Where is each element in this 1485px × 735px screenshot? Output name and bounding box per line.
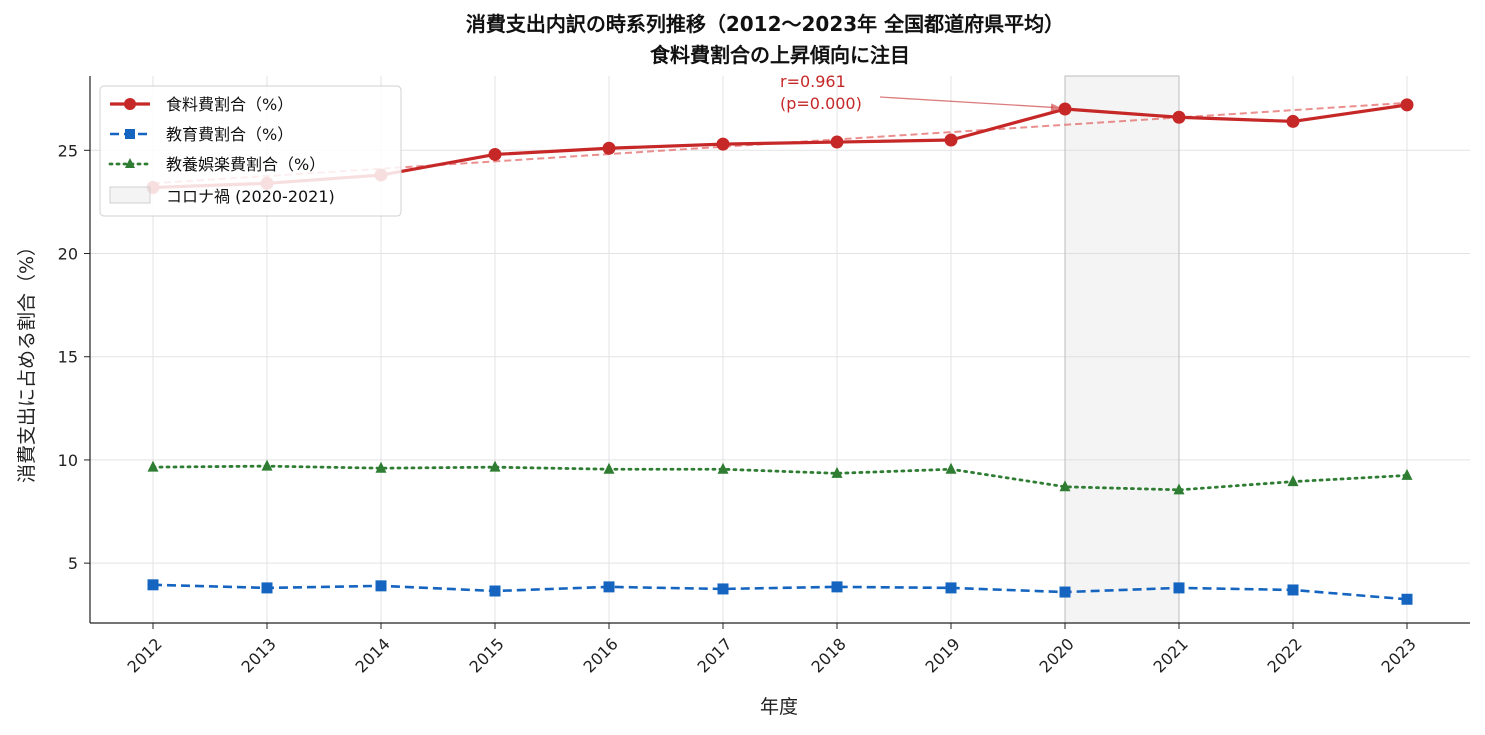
data-point-0-2015	[488, 147, 502, 161]
series-line-2	[151, 464, 1409, 492]
annotation-line2: (p=0.000)	[780, 94, 862, 113]
x-tick-label-2013: 2013	[238, 634, 280, 676]
data-point-0-2022	[1286, 114, 1300, 128]
chart-title: 消費支出内訳の時系列推移（2012〜2023年 全国都道府県平均）	[466, 12, 1064, 36]
legend: 食料費割合（%） 教育費割合（%） 教養娯楽費割合（%） コロナ禍 (2020-202…	[99, 85, 402, 217]
data-point-1-2012	[147, 579, 159, 591]
data-point-1-2021	[1173, 582, 1185, 594]
y-tick-label-10: 10	[58, 451, 78, 470]
data-point-0-2023	[1400, 98, 1414, 112]
series-1	[147, 579, 1413, 605]
data-point-0-2018	[830, 135, 844, 149]
legend-label-1: 教育費割合（%）	[166, 125, 293, 144]
y-tick-label-5: 5	[68, 554, 78, 573]
data-point-2-2022	[1287, 475, 1299, 487]
legend-label-0: 食料費割合（%）	[166, 95, 293, 114]
data-point-1-2019	[945, 582, 957, 594]
annotation: r=0.961 (p=0.000)	[780, 72, 1061, 113]
data-point-2-2019	[945, 462, 957, 474]
annotation-line1: r=0.961	[780, 72, 846, 91]
x-axis-label: 年度	[760, 696, 798, 718]
data-point-1-2014	[375, 580, 387, 592]
legend-marker-0	[124, 98, 136, 110]
x-tick-label-2016: 2016	[580, 634, 622, 676]
legend-box	[99, 85, 402, 217]
y-tick-label-20: 20	[58, 245, 78, 264]
ticks: 5 10 15 20 25 2012 2013 2014 2015 2016 2017 2018 201…	[58, 141, 1420, 676]
series-line-1	[152, 583, 1408, 601]
data-point-0-2019	[944, 133, 958, 147]
data-point-2-2023	[1401, 468, 1413, 480]
data-point-1-2015	[489, 585, 501, 597]
data-point-2-2021	[1173, 483, 1185, 495]
data-point-0-2016	[602, 141, 616, 155]
x-tick-label-2021: 2021	[1150, 634, 1192, 676]
x-tick-label-2017: 2017	[694, 634, 736, 676]
x-tick-label-2022: 2022	[1264, 634, 1306, 676]
annotation-arrow	[879, 96, 1054, 109]
x-tick-label-2019: 2019	[922, 634, 964, 676]
covid-shaded-region	[1064, 75, 1180, 624]
x-tick-label-2023: 2023	[1378, 634, 1420, 676]
x-tick-label-2014: 2014	[352, 634, 394, 676]
data-point-1-2016	[603, 581, 615, 593]
legend-label-shade: コロナ禍 (2020-2021)	[166, 187, 335, 206]
data-point-2-2012	[147, 460, 159, 472]
y-tick-label-25: 25	[58, 141, 78, 160]
legend-marker-1	[125, 129, 135, 139]
annotation-arrowhead	[1050, 103, 1061, 112]
series-2	[147, 459, 1413, 495]
data-point-2-2018	[831, 466, 843, 478]
data-point-2-2016	[603, 462, 615, 474]
data-point-1-2017	[717, 583, 729, 595]
data-point-0-2021	[1172, 110, 1186, 124]
data-point-1-2020	[1059, 586, 1071, 598]
data-point-1-2018	[831, 581, 843, 593]
data-point-1-2023	[1401, 593, 1413, 605]
x-tick-label-2018: 2018	[808, 634, 850, 676]
data-point-2-2013	[261, 459, 273, 471]
legend-label-2: 教養娯楽費割合（%）	[166, 155, 325, 174]
data-point-2-2015	[489, 460, 501, 472]
data-point-1-2022	[1287, 584, 1299, 596]
data-point-0-2017	[716, 137, 730, 151]
chart-subtitle: 食料費割合の上昇傾向に注目	[650, 43, 910, 67]
x-tick-label-2012: 2012	[124, 634, 166, 676]
legend-marker-2	[125, 158, 135, 168]
y-tick-label-15: 15	[58, 348, 78, 367]
data-point-1-2013	[261, 582, 273, 594]
legend-swatch-shade	[109, 186, 151, 204]
x-tick-label-2015: 2015	[466, 634, 508, 676]
axes	[89, 76, 1470, 624]
data-point-2-2014	[375, 461, 387, 473]
y-axis-label: 消費支出に占める割合（%）	[16, 237, 38, 483]
data-point-0-2020	[1058, 102, 1072, 116]
data-point-2-2017	[717, 462, 729, 474]
x-tick-label-2020: 2020	[1036, 634, 1078, 676]
grid	[90, 76, 1470, 623]
data-point-2-2020	[1059, 480, 1071, 492]
